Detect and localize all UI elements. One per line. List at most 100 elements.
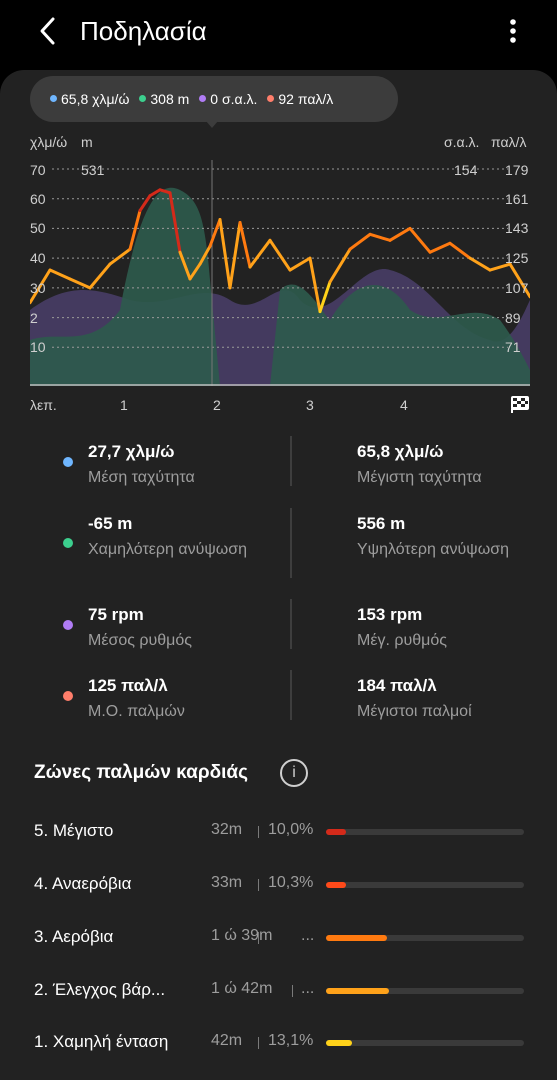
speed-line-segment (228, 220, 242, 290)
speed-line-segment (368, 232, 392, 242)
speed-line-segment (218, 218, 232, 290)
separator (258, 879, 259, 891)
zone-row-2: 2. Έλεγχος βάρ... 1 ώ 42m ... (0, 974, 557, 1004)
workout-card (0, 70, 557, 1080)
speed-line-segment (408, 226, 432, 254)
hr-tick: 143 (505, 220, 529, 236)
speed-unit-label: χλμ/ώ (30, 134, 68, 150)
heart-rate-dot-icon (267, 94, 275, 102)
zone-progress-track (326, 882, 524, 888)
speed-line-segment (48, 268, 72, 281)
zone-progress-fill (326, 1040, 352, 1046)
speed-tick: 60 (30, 191, 46, 207)
separator (258, 826, 259, 838)
speed-line-segment (268, 238, 292, 272)
chart-tooltip: 65,8 χλμ/ώ 308 m 0 σ.α.λ. 92 παλ/λ (30, 76, 398, 122)
hr-zones-title: Ζώνες παλμών καρδιάς (34, 762, 248, 783)
speed-line-segment (108, 247, 132, 266)
divider (290, 670, 292, 720)
zone-progress-fill (326, 829, 346, 835)
speed-dot-icon (50, 94, 57, 102)
speed-line-segment (138, 194, 152, 213)
elevation-area (30, 187, 530, 386)
speed-line-segment (198, 244, 212, 266)
speed-tick: 70 (30, 162, 46, 178)
speed-line-segment (308, 256, 322, 314)
top-bar: Ποδηλασία (0, 0, 557, 64)
heart-rate-dot-icon (63, 691, 73, 701)
hr-tick: 161 (505, 191, 529, 207)
back-arrow-icon (40, 17, 55, 45)
more-vertical-icon (510, 19, 516, 43)
x-tick: 3 (306, 397, 314, 413)
back-button[interactable] (30, 14, 64, 48)
speed-line-segment (148, 188, 162, 198)
x-tick: 2 (213, 397, 221, 413)
hr-tick: 89 (505, 310, 521, 326)
x-tick: 4 (400, 397, 408, 413)
speed-tick: 40 (30, 250, 46, 266)
page-title: Ποδηλασία (80, 16, 207, 46)
speed-line-segment (238, 220, 252, 269)
speed-line-segment (448, 241, 472, 260)
hr-tick: 125 (505, 250, 529, 266)
speed-tick: 2 (30, 310, 38, 326)
workout-chart[interactable] (30, 160, 530, 386)
hr-unit-label: παλ/λ (491, 134, 527, 150)
elevation-dot-icon (63, 538, 73, 548)
separator (258, 1037, 259, 1049)
speed-line-segment (208, 218, 222, 248)
avg-heart-rate-stat: 125 παλ/λ Μ.Ο. παλμών (88, 676, 185, 720)
zone-progress-fill (326, 988, 390, 994)
zone-progress-track (326, 1040, 524, 1046)
tooltip-speed: 65,8 χλμ/ώ (50, 91, 129, 107)
zone-progress-fill (326, 882, 347, 888)
hr-tick: 179 (505, 162, 529, 178)
zone-progress-track (326, 935, 524, 941)
speed-line-segment (248, 238, 272, 269)
zone-progress-track (326, 988, 524, 994)
divider (290, 436, 292, 486)
tooltip-heart-rate: 92 παλ/λ (267, 91, 333, 107)
elevation-unit-label: m (81, 134, 93, 150)
divider (290, 599, 292, 649)
min-elevation-stat: -65 m Χαμηλότερη ανύψωση (88, 514, 248, 558)
speed-line-segment (158, 188, 172, 195)
speed-tick: 10 (30, 339, 46, 355)
speed-line-segment (508, 262, 530, 299)
avg-speed-stat: 27,7 χλμ/ώ Μέση ταχύτητα (88, 442, 195, 486)
info-icon: i (292, 764, 296, 781)
checkered-flag-icon (511, 396, 529, 413)
divider (290, 508, 292, 578)
speed-line-segment (388, 226, 412, 242)
x-axis-unit: λεπ. (30, 397, 57, 413)
speed-line-segment (318, 280, 332, 314)
speed-tick: 50 (30, 220, 46, 236)
max-heart-rate-stat: 184 παλ/λ Μέγιστοι παλμοί (357, 676, 472, 720)
speed-tick: 30 (30, 280, 46, 296)
speed-line-segment (168, 191, 182, 254)
speed-line-segment (88, 262, 112, 290)
separator (258, 932, 259, 944)
max-speed-stat: 65,8 χλμ/ώ Μέγιστη ταχύτητα (357, 442, 482, 486)
elevation-tick: 531 (81, 162, 105, 178)
tooltip-elevation: 308 m (139, 91, 189, 107)
speed-line-segment (68, 277, 92, 290)
max-elevation-stat: 556 m Υψηλότερη ανύψωση (357, 514, 509, 558)
zone-row-3: 3. Αερόβια 1 ώ 39m ... (0, 921, 557, 951)
separator (292, 985, 293, 997)
elevation-dot-icon (139, 94, 147, 102)
speed-line-segment (288, 256, 312, 272)
cadence-dot-icon (63, 620, 73, 630)
more-options-button[interactable] (498, 14, 528, 48)
speed-line-segment (468, 256, 492, 272)
x-tick: 1 (120, 397, 128, 413)
info-button[interactable]: i (280, 759, 308, 787)
speed-line-segment (488, 262, 512, 272)
tooltip-caret (206, 121, 218, 128)
speed-line-segment (30, 268, 52, 305)
cadence-unit-label: σ.α.λ. (444, 134, 480, 150)
speed-line-segment (188, 262, 202, 281)
tooltip-cadence: 0 σ.α.λ. (199, 91, 257, 107)
zone-progress-track (326, 829, 524, 835)
